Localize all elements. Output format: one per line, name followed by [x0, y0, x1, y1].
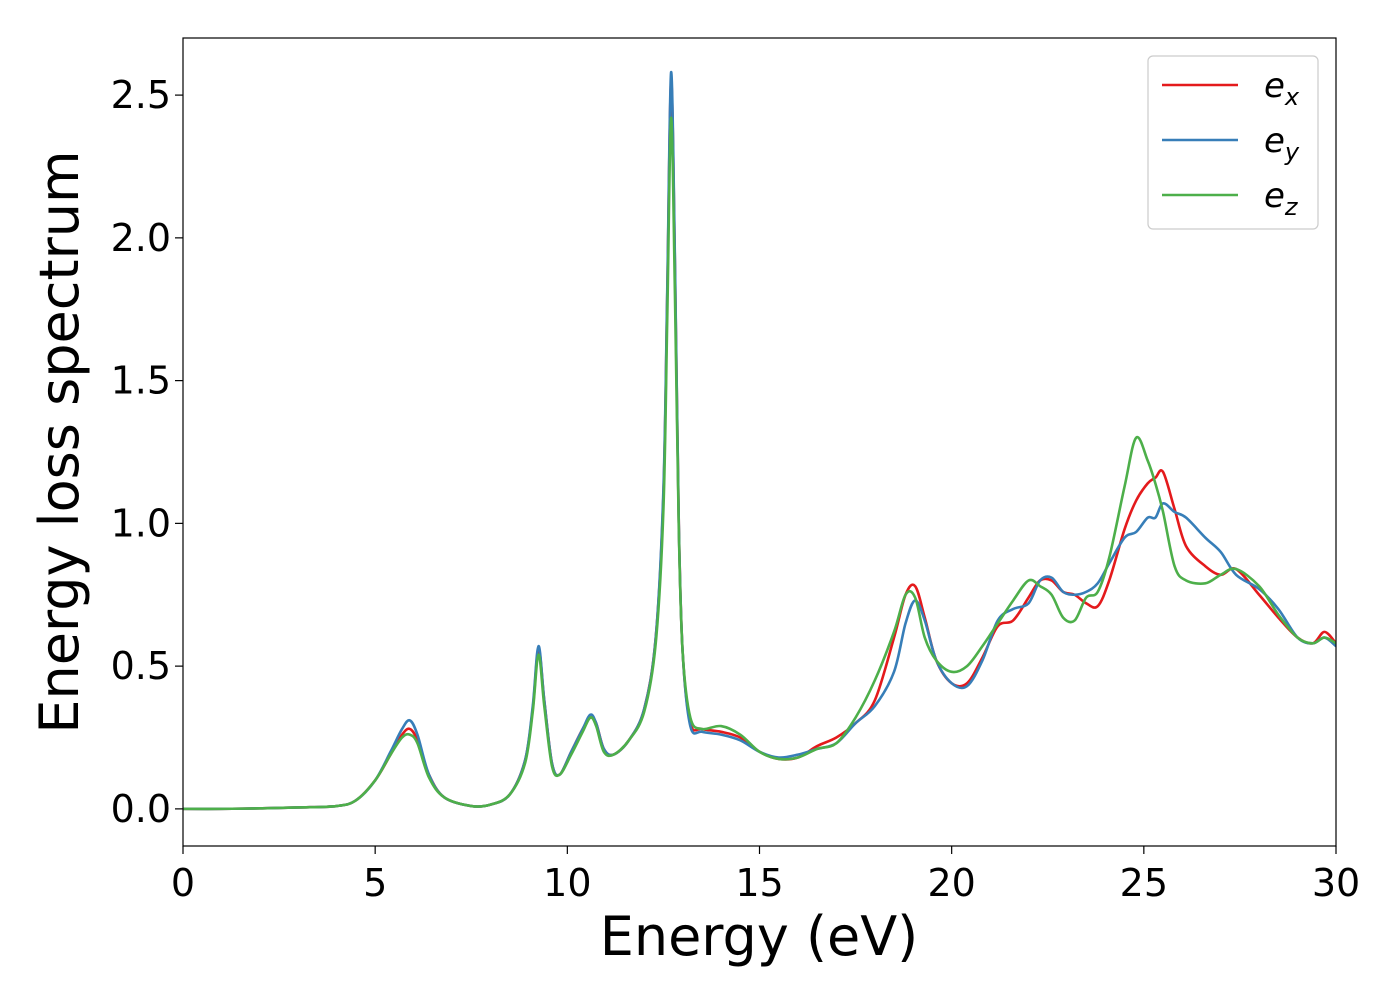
- x-tick-label: 25: [1120, 861, 1168, 905]
- y-axis-ticks: 0.0 0.5 1.0 1.5 2.0 2.5: [111, 73, 183, 831]
- x-tick-label: 20: [927, 861, 975, 905]
- legend-label-y: ey: [1264, 121, 1300, 166]
- x-tick-label: 15: [735, 861, 783, 905]
- x-tick-label: 30: [1312, 861, 1360, 905]
- y-tick-label: 2.5: [111, 73, 171, 117]
- y-tick-label: 1.5: [111, 359, 171, 403]
- series-line-z: [183, 116, 1336, 811]
- x-axis-title: Energy (eV): [600, 905, 919, 968]
- y-tick-label: 2.0: [111, 216, 171, 260]
- y-axis-title: Energy loss spectrum: [28, 150, 91, 733]
- x-axis-ticks: 0 5 10 15 20 25 30: [171, 846, 1360, 905]
- legend-label-x: ex: [1264, 66, 1300, 111]
- series-lines: [183, 70, 1336, 811]
- legend: ex ey ez: [1147, 55, 1319, 230]
- y-tick-label: 0.5: [111, 644, 171, 688]
- x-tick-label: 0: [171, 861, 195, 905]
- y-tick-label: 1.0: [111, 501, 171, 545]
- y-tick-label: 0.0: [111, 787, 171, 831]
- x-tick-label: 5: [363, 861, 387, 905]
- legend-box: [1147, 55, 1319, 230]
- x-tick-label: 10: [543, 861, 591, 905]
- legend-label-z: ez: [1264, 176, 1299, 221]
- legend-items: ex ey ez: [1162, 66, 1300, 221]
